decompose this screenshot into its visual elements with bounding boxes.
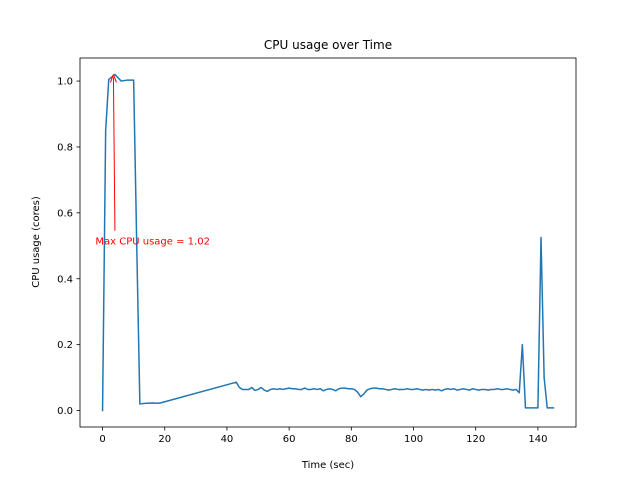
chart-title: CPU usage over Time xyxy=(264,38,392,52)
x-tick-label: 40 xyxy=(221,434,234,445)
y-tick-label: 0.2 xyxy=(57,340,73,351)
annotation-label: Max CPU usage = 1.02 xyxy=(95,236,210,247)
annotation-arrow-line xyxy=(112,77,116,231)
x-tick-label: 140 xyxy=(528,434,547,445)
annotation-arrow-head xyxy=(109,74,117,83)
axes-frame xyxy=(79,57,577,428)
y-tick-label: 0.0 xyxy=(57,406,73,417)
x-tick-label: 80 xyxy=(345,434,358,445)
x-tick-label: 120 xyxy=(466,434,485,445)
plot-area: 0 20 40 60 80 100 120 140 0.0 0.2 0.4 0.6 0.8 1.0 Max … xyxy=(57,57,577,445)
x-axis-label: Time (sec) xyxy=(301,460,354,471)
y-tick-label: 0.4 xyxy=(57,274,73,285)
x-tick-label: 100 xyxy=(404,434,423,445)
series-line-0 xyxy=(101,73,555,412)
x-tick-label: 60 xyxy=(283,434,296,445)
y-axis-label: CPU usage (cores) xyxy=(31,196,42,288)
x-tick-label: 0 xyxy=(99,434,105,445)
y-tick-label: 0.6 xyxy=(57,208,73,219)
y-tick-label: 0.8 xyxy=(57,143,73,154)
y-tick-label: 1.0 xyxy=(57,77,73,88)
x-tick-label: 20 xyxy=(158,434,171,445)
